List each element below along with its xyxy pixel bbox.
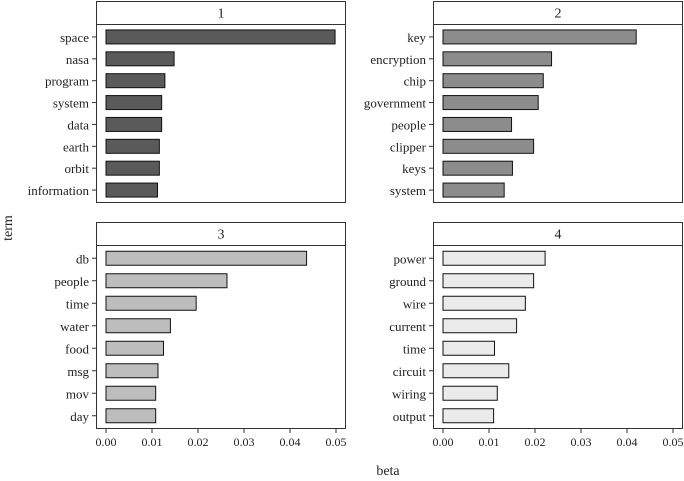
y-tick-label: msg [67, 364, 89, 379]
x-tick-label: 0.00 [433, 435, 454, 449]
bar [105, 250, 308, 266]
y-tick-label: day [70, 409, 89, 424]
bar [442, 363, 510, 379]
y-tick-label: ground [389, 274, 426, 289]
panel-title: 3 [218, 228, 225, 243]
panel-strip [433, 1, 683, 25]
bar [442, 408, 495, 424]
facet-panels: 1 space nasa program system data earth orbit inf… [28, 1, 683, 429]
panel-strip [96, 222, 346, 246]
bar [442, 116, 513, 132]
y-tick-label: food [65, 341, 89, 356]
y-tick-label: wiring [392, 386, 426, 401]
bar [105, 95, 163, 111]
y-tick-label: output [393, 409, 427, 424]
y-tick-label: db [76, 251, 89, 266]
bar [105, 295, 197, 311]
x-tick-label: 0.05 [663, 435, 684, 449]
bar [105, 182, 159, 198]
x-tick-label: 0.04 [617, 435, 638, 449]
y-tick-label: power [394, 251, 427, 266]
bar [105, 138, 160, 154]
bar [105, 73, 166, 89]
bar [442, 182, 505, 198]
bar [105, 29, 336, 45]
panel-3: 3 db people time water food msg mov day [54, 222, 346, 429]
y-tick-label: earth [63, 139, 89, 154]
y-tick-label: encryption [370, 52, 426, 67]
y-tick-label: people [54, 274, 89, 289]
y-tick-label: data [67, 117, 89, 132]
bar [442, 160, 513, 176]
panel-2: 2 key encryption chip government people clippe… [364, 1, 683, 203]
panel-strip [96, 1, 346, 25]
panel-title: 4 [555, 228, 562, 243]
x-axis-right: 0.00 0.01 0.02 0.03 0.04 0.05 [433, 429, 684, 449]
bar [105, 340, 164, 356]
y-tick-label: current [389, 319, 426, 334]
y-tick-label: people [391, 117, 426, 132]
y-tick-label: time [66, 296, 89, 311]
bar [442, 295, 526, 311]
bar [105, 408, 157, 424]
y-tick-label: clipper [390, 139, 427, 154]
y-tick-label: chip [404, 74, 426, 89]
x-tick-label: 0.05 [326, 435, 347, 449]
x-tick-label: 0.04 [280, 435, 301, 449]
y-tick-label: wire [403, 296, 426, 311]
bar [442, 273, 535, 289]
x-tick-label: 0.02 [188, 435, 209, 449]
bar [105, 363, 159, 379]
y-tick-label: time [403, 341, 426, 356]
x-axis-left: 0.00 0.01 0.02 0.03 0.04 0.05 [96, 429, 347, 449]
x-tick-label: 0.01 [479, 435, 500, 449]
y-tick-label: information [28, 183, 90, 198]
bar [105, 273, 228, 289]
bar [105, 116, 163, 132]
y-tick-label: system [390, 183, 426, 198]
bar [105, 318, 171, 334]
bar [442, 318, 518, 334]
y-tick-label: orbit [64, 161, 89, 176]
y-tick-label: circuit [393, 364, 427, 379]
x-tick-label: 0.03 [234, 435, 255, 449]
panel-4: 4 power ground wire current time circuit wiring… [389, 222, 683, 429]
bar [442, 29, 637, 45]
y-axis-label: term [1, 215, 16, 241]
bar [105, 385, 157, 401]
panel-1: 1 space nasa program system data earth orbit inf… [28, 1, 346, 203]
y-tick-label: space [60, 30, 89, 45]
panel-title: 1 [218, 7, 225, 22]
panel-title: 2 [555, 7, 562, 22]
x-tick-label: 0.01 [142, 435, 163, 449]
x-tick-label: 0.00 [96, 435, 117, 449]
y-tick-label: government [364, 96, 426, 111]
y-tick-label: system [53, 96, 89, 111]
bar [442, 73, 544, 89]
bar [442, 95, 539, 111]
y-tick-label: key [407, 30, 426, 45]
bar [105, 160, 160, 176]
bar [442, 138, 535, 154]
bar [105, 51, 175, 67]
y-tick-label: program [45, 74, 89, 89]
bar [442, 340, 496, 356]
x-tick-label: 0.02 [525, 435, 546, 449]
x-axis-label: beta [376, 464, 400, 479]
bar [442, 385, 498, 401]
y-tick-label: water [60, 319, 90, 334]
bar [442, 51, 553, 67]
bar [442, 250, 546, 266]
x-tick-label: 0.03 [571, 435, 592, 449]
y-tick-label: nasa [66, 52, 89, 67]
y-tick-label: mov [66, 386, 90, 401]
panel-strip [433, 222, 683, 246]
y-tick-label: keys [402, 161, 426, 176]
